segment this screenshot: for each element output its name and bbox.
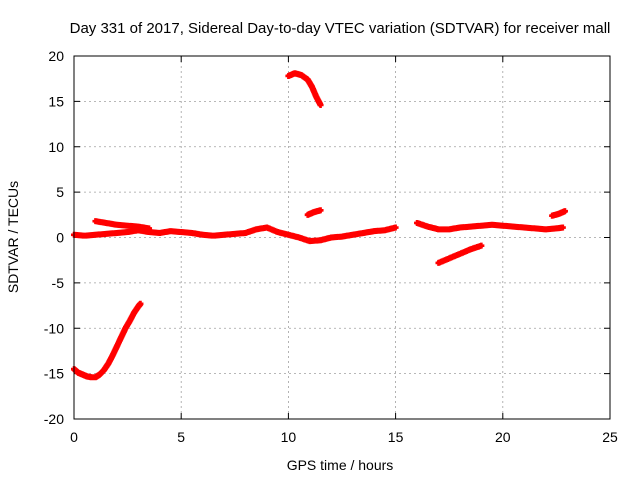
y-tick-label: 0 (56, 230, 64, 246)
x-tick-label: 0 (70, 429, 78, 445)
y-tick-label: 10 (48, 139, 64, 155)
y-tick-label: 20 (48, 48, 64, 64)
y-tick-label: -15 (44, 366, 64, 382)
series-arc-8 (549, 208, 568, 219)
y-tick-label: -10 (44, 320, 64, 336)
data-marker-trace (285, 70, 324, 109)
x-tick-label: 5 (177, 429, 185, 445)
x-tick-label: 15 (388, 429, 404, 445)
data-marker-trace (92, 218, 153, 232)
series-arc-1 (71, 300, 144, 381)
x-tick-label: 10 (281, 429, 297, 445)
series-arc-5 (304, 207, 324, 218)
plot-frame (73, 55, 611, 420)
chart-title: Day 331 of 2017, Sidereal Day-to-day VTE… (70, 20, 611, 37)
data-marker-trace (71, 300, 144, 381)
y-tick-label: -5 (52, 275, 65, 291)
data-marker-trace (435, 242, 485, 266)
x-axis-label: GPS time / hours (287, 457, 394, 473)
series-arc-4 (285, 70, 324, 109)
data-points (71, 70, 568, 381)
series-arc-7 (435, 242, 485, 266)
data-marker-trace (304, 207, 324, 218)
y-tick-label: 5 (56, 184, 64, 200)
y-tick-label: -20 (44, 411, 64, 427)
x-tick-label: 25 (602, 429, 618, 445)
data-marker-trace (549, 208, 568, 219)
data-marker-trace (414, 219, 566, 233)
series-arc-3 (92, 218, 153, 232)
axis-ticks: 0 5 10 15 20 25 -20 -15 -10 -5 0 5 10 15 20 (44, 48, 618, 445)
y-axis-label: SDTVAR / TECUs (5, 181, 21, 293)
y-tick-label: 15 (48, 93, 64, 109)
series-arc-6 (414, 219, 566, 233)
x-tick-label: 20 (495, 429, 511, 445)
